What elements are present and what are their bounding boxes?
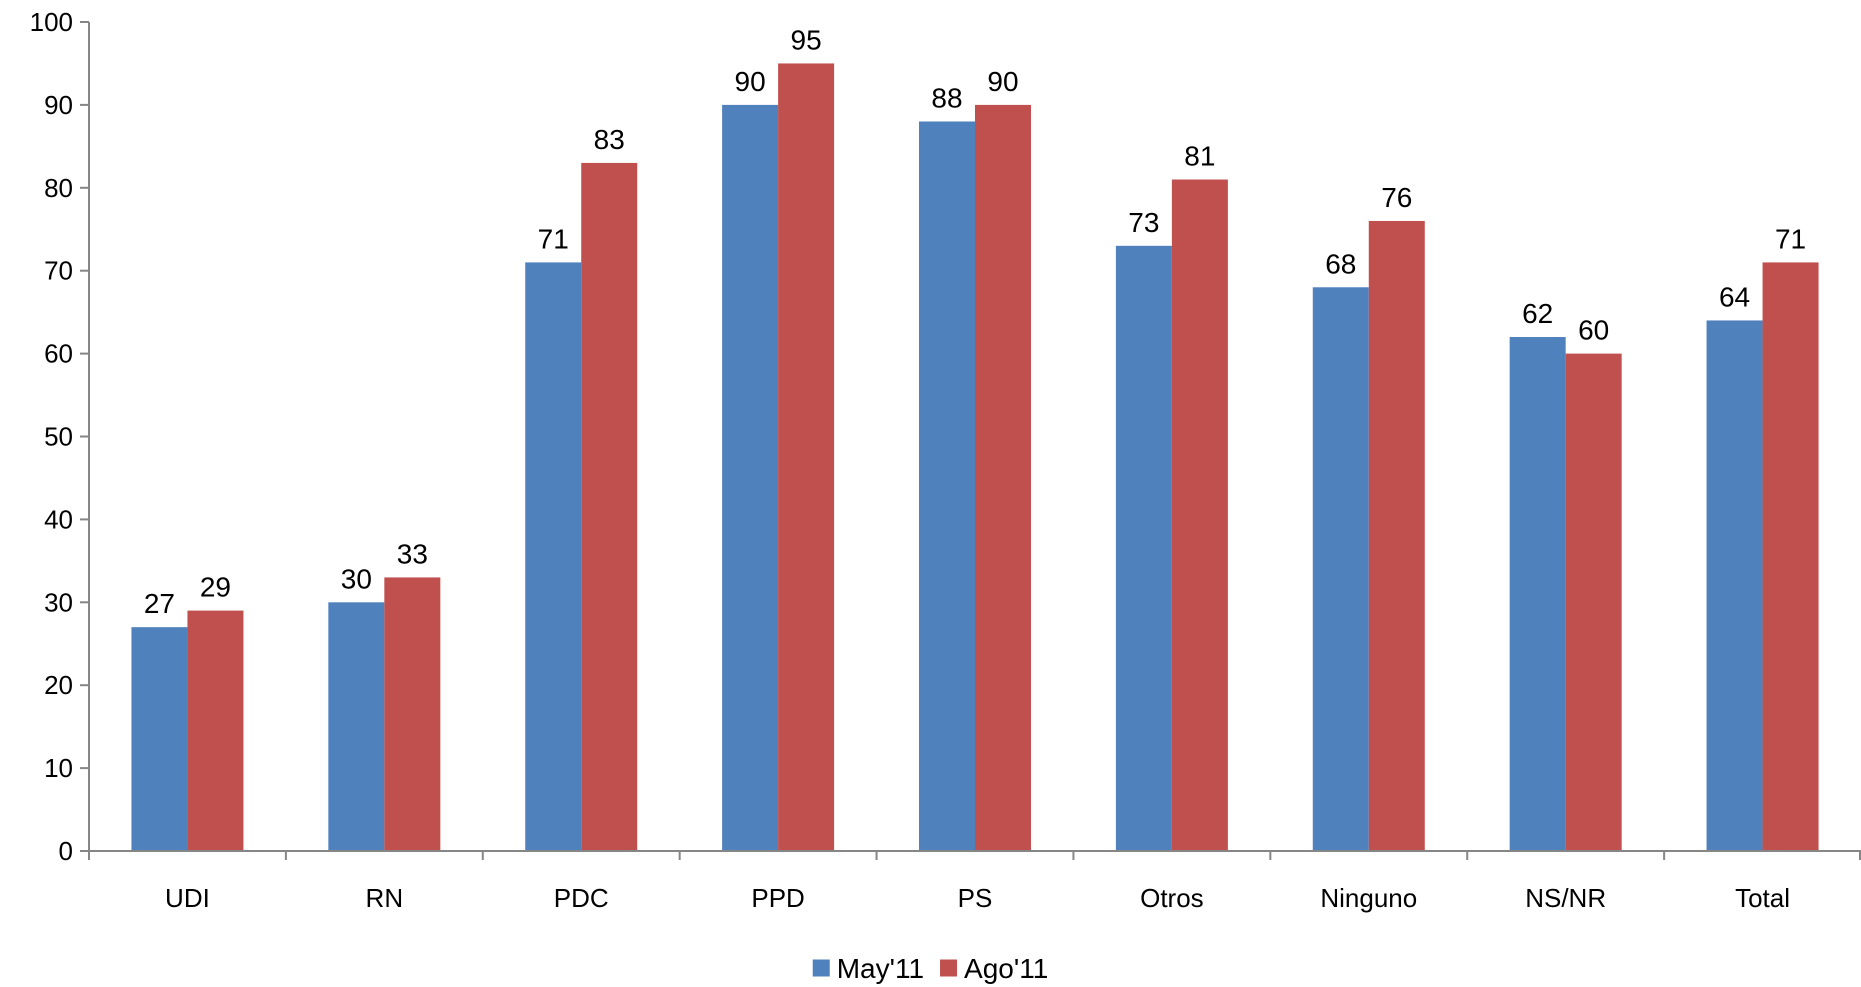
y-tick-label-2: 20 (44, 670, 73, 700)
bar-0-5 (1116, 246, 1172, 851)
bar-1-6 (1369, 221, 1425, 851)
legend-swatch-0 (813, 960, 830, 977)
bar-1-7 (1566, 354, 1622, 851)
bar-0-1 (328, 602, 384, 851)
x-tick-label-3: PPD (751, 883, 804, 913)
bar-1-0 (187, 611, 243, 851)
bar-0-6 (1313, 287, 1369, 851)
data-label-0-6: 68 (1325, 248, 1356, 279)
x-tick-label-8: Total (1735, 883, 1790, 913)
legend-label-1: Ago'11 (964, 953, 1048, 984)
x-tick-label-7: NS/NR (1525, 883, 1606, 913)
data-label-1-1: 33 (397, 538, 428, 569)
data-label-1-3: 95 (791, 24, 822, 55)
data-label-1-6: 76 (1381, 182, 1412, 213)
x-tick-label-0: UDI (165, 883, 210, 913)
x-axis-ticks: UDI RN PDC PPD PS Otros Ninguno NS/NR Total (89, 851, 1860, 913)
bar-0-4 (919, 121, 975, 851)
bar-0-7 (1510, 337, 1566, 851)
x-tick-label-4: PS (958, 883, 993, 913)
y-tick-label-0: 0 (59, 836, 73, 866)
y-tick-label-6: 60 (44, 339, 73, 369)
bar-1-1 (384, 577, 440, 851)
bar-0-2 (525, 262, 581, 851)
y-tick-label-3: 30 (44, 587, 73, 617)
y-tick-label-5: 50 (44, 422, 73, 452)
y-tick-label-10: 100 (30, 7, 73, 37)
data-label-1-0: 29 (200, 572, 231, 603)
y-tick-label-8: 80 (44, 173, 73, 203)
data-label-0-1: 30 (341, 563, 372, 594)
data-label-0-8: 64 (1719, 281, 1750, 312)
bar-1-4 (975, 105, 1031, 851)
data-label-1-2: 83 (594, 124, 625, 155)
x-tick-label-6: Ninguno (1320, 883, 1417, 913)
y-tick-label-9: 90 (44, 90, 73, 120)
bar-0-3 (722, 105, 778, 851)
x-tick-label-5: Otros (1140, 883, 1204, 913)
legend-swatch-1 (940, 960, 957, 977)
data-label-0-4: 88 (931, 82, 962, 113)
legend: May'11 Ago'11 (813, 953, 1049, 984)
bar-0-0 (131, 627, 187, 851)
legend-label-0: May'11 (837, 953, 924, 984)
y-tick-label-4: 40 (44, 504, 73, 534)
y-tick-label-7: 70 (44, 256, 73, 286)
bar-1-8 (1763, 262, 1819, 851)
data-label-1-7: 60 (1578, 315, 1609, 346)
data-label-0-5: 73 (1128, 207, 1159, 238)
bar-1-2 (581, 163, 637, 851)
data-label-0-3: 90 (735, 66, 766, 97)
bar-0-8 (1707, 320, 1763, 851)
data-label-1-8: 71 (1775, 223, 1806, 254)
x-tick-label-1: RN (366, 883, 404, 913)
y-axis-ticks: 0 10 20 30 40 50 60 70 80 90 100 (30, 7, 89, 866)
data-label-1-4: 90 (987, 66, 1018, 97)
x-tick-label-2: PDC (554, 883, 609, 913)
bar-1-5 (1172, 180, 1228, 851)
data-label-0-2: 71 (538, 223, 569, 254)
y-tick-label-1: 10 (44, 753, 73, 783)
data-label-0-7: 62 (1522, 298, 1553, 329)
bar-1-3 (778, 63, 834, 851)
bars (131, 63, 1818, 851)
data-label-0-0: 27 (144, 588, 175, 619)
data-label-1-5: 81 (1184, 141, 1215, 172)
